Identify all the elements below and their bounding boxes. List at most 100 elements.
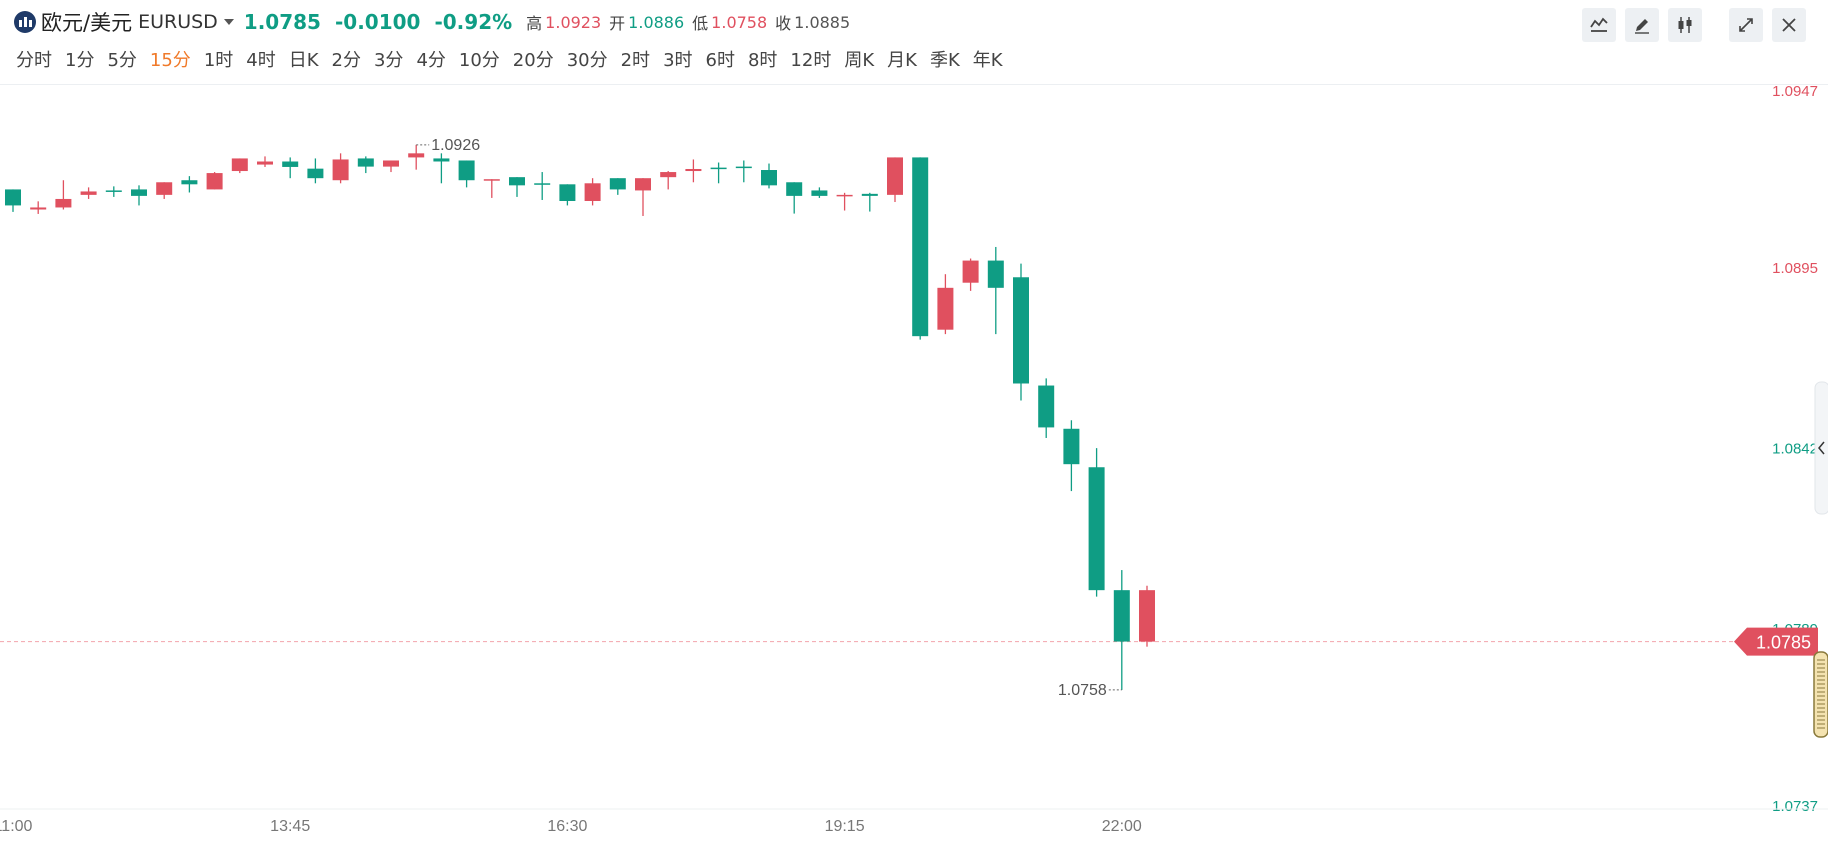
- candle-body: [710, 167, 727, 170]
- period-tab[interactable]: 2时: [620, 50, 651, 71]
- candle: [206, 172, 223, 190]
- candle-body: [206, 173, 223, 190]
- candle: [181, 176, 198, 193]
- candle-body: [55, 198, 72, 208]
- symbol-code[interactable]: EURUSD: [138, 11, 218, 33]
- candle: [332, 153, 349, 184]
- period-tab[interactable]: 8时: [747, 50, 778, 71]
- period-tab[interactable]: 日K: [288, 50, 319, 71]
- candle: [307, 158, 324, 184]
- candle-body: [105, 190, 122, 192]
- candle-body: [332, 159, 349, 181]
- period-tab[interactable]: 1分: [65, 50, 95, 71]
- period-tab[interactable]: 12时: [790, 50, 832, 71]
- period-tab[interactable]: 3分: [373, 50, 404, 71]
- period-tab[interactable]: 年K: [972, 50, 1003, 71]
- candle-body: [912, 157, 929, 337]
- period-tab[interactable]: 周K: [844, 50, 875, 71]
- candle: [887, 157, 903, 203]
- candle-body: [761, 170, 777, 186]
- candle: [156, 182, 173, 199]
- candle: [80, 187, 97, 199]
- period-tab[interactable]: 6时: [705, 50, 735, 71]
- candle: [383, 160, 399, 173]
- period-tab[interactable]: 2分: [331, 50, 361, 71]
- candle: [584, 178, 601, 206]
- candle-body: [1139, 590, 1155, 642]
- fullscreen-button[interactable]: [1729, 8, 1763, 42]
- chevron-left-icon[interactable]: [1818, 441, 1825, 455]
- candle: [1013, 263, 1029, 401]
- chart-logo-icon: [14, 11, 36, 33]
- draw-button[interactable]: [1625, 8, 1659, 42]
- period-tab[interactable]: 30分: [566, 50, 608, 71]
- candle-style-icon: [1678, 17, 1692, 33]
- candle: [710, 162, 727, 184]
- period-tab[interactable]: 分时: [16, 50, 52, 71]
- y-tick-label: 1.0842: [1772, 441, 1818, 458]
- candle: [483, 179, 500, 198]
- candle: [357, 156, 374, 174]
- candle-body: [1113, 590, 1130, 642]
- candle: [30, 201, 47, 214]
- candle-style-button[interactable]: [1668, 8, 1702, 42]
- price-change: -0.0100: [334, 10, 421, 34]
- period-tab[interactable]: 3时: [663, 50, 693, 71]
- candle-body: [458, 160, 475, 181]
- candle-body: [962, 260, 979, 283]
- candle: [962, 258, 979, 291]
- right-edge-handle[interactable]: [1814, 381, 1828, 515]
- candle: [861, 192, 878, 212]
- candle-body: [1063, 428, 1080, 465]
- indicator-button[interactable]: [1582, 8, 1616, 42]
- candle-body: [534, 183, 551, 185]
- low-label: 低: [692, 14, 709, 33]
- symbol-dropdown-icon[interactable]: [223, 19, 234, 25]
- candle-body: [231, 158, 248, 172]
- candle-body: [660, 172, 677, 178]
- candle-body: [257, 161, 273, 165]
- candle-body: [836, 194, 853, 197]
- candle: [231, 158, 248, 174]
- period-tab[interactable]: 15分: [149, 50, 191, 71]
- candle-body: [80, 191, 97, 195]
- candle: [559, 184, 576, 206]
- period-tab[interactable]: 10分: [458, 50, 500, 71]
- period-tab[interactable]: 季K: [929, 50, 960, 71]
- low-annotation: 1.0758: [1058, 682, 1107, 699]
- candle-body: [811, 190, 828, 196]
- candle-body: [5, 189, 21, 206]
- candle: [761, 163, 777, 189]
- candle-body: [887, 157, 903, 195]
- candle-body: [635, 178, 651, 191]
- candle-body: [937, 287, 954, 330]
- period-tab[interactable]: 4时: [246, 50, 276, 71]
- candle-body: [861, 193, 878, 196]
- price-change-percent: -0.92%: [434, 10, 513, 34]
- period-tab[interactable]: 4分: [416, 50, 446, 71]
- y-tick-label: 1.0737: [1772, 798, 1818, 815]
- candle-body: [483, 179, 500, 181]
- candle: [811, 187, 828, 198]
- symbol-name[interactable]: 欧元/美元: [41, 11, 133, 35]
- draw-pencil-icon: [1635, 19, 1649, 34]
- candle-body: [30, 207, 47, 210]
- x-tick-label: 22:00: [1102, 818, 1142, 835]
- candle-body: [509, 177, 525, 186]
- quote-bar: 欧元/美元 EURUSD 1.0785 -0.0100 -0.92% 高 1.0…: [14, 8, 858, 36]
- candle: [282, 157, 299, 179]
- candle: [1038, 378, 1055, 438]
- period-tab[interactable]: 1时: [203, 50, 234, 71]
- open-label: 开: [609, 14, 626, 33]
- candle: [458, 160, 475, 188]
- scroll-handle[interactable]: [1813, 651, 1828, 738]
- y-tick-label: 1.0895: [1772, 260, 1818, 277]
- candle: [735, 160, 752, 183]
- period-tab[interactable]: 5分: [107, 50, 137, 71]
- period-tab[interactable]: 20分: [512, 50, 554, 71]
- candle: [55, 180, 72, 210]
- close-button[interactable]: [1772, 8, 1806, 42]
- period-tab[interactable]: 月K: [887, 50, 917, 71]
- candle-body: [156, 182, 173, 195]
